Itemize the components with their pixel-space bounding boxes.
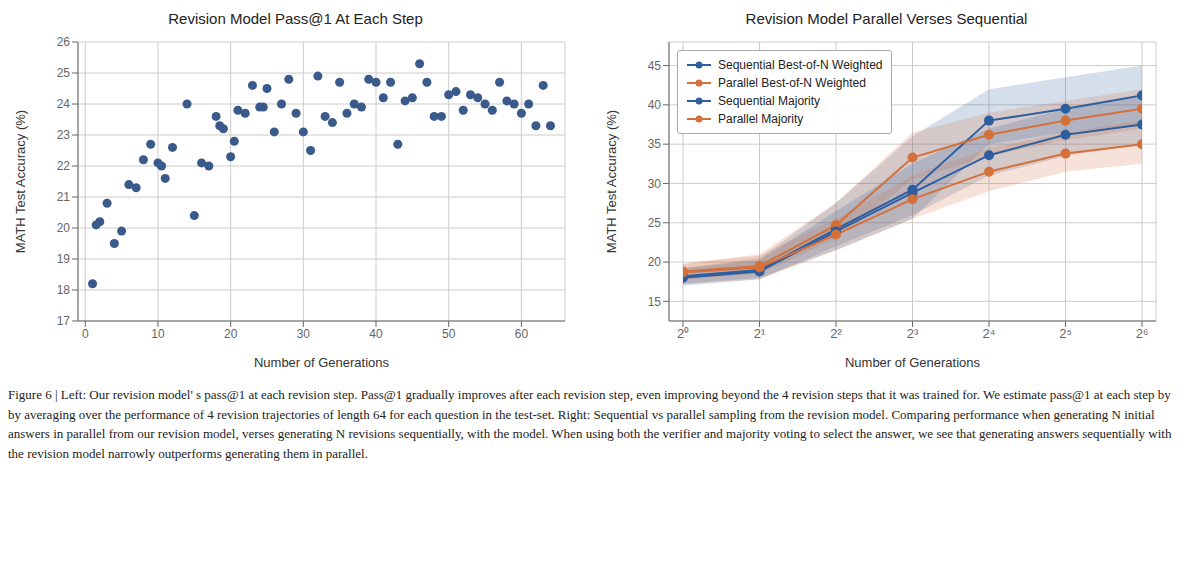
svg-text:20: 20 — [224, 327, 238, 341]
svg-text:20: 20 — [57, 221, 71, 235]
svg-text:0: 0 — [82, 327, 89, 341]
svg-text:17: 17 — [57, 314, 71, 328]
html-text:Parallel Majority: Parallel Majority — [718, 112, 804, 126]
svg-text:25: 25 — [648, 216, 662, 230]
svg-text:Number of Generations: Number of Generations — [845, 355, 981, 370]
svg-text:50: 50 — [442, 327, 456, 341]
svg-text:Number of Generations: Number of Generations — [254, 355, 390, 370]
svg-text:23: 23 — [57, 128, 71, 142]
svg-text:22: 22 — [57, 159, 71, 173]
svg-text:35: 35 — [648, 137, 662, 151]
svg-text:2¹: 2¹ — [754, 326, 766, 341]
svg-text:18: 18 — [57, 283, 71, 297]
svg-text:15: 15 — [648, 295, 662, 309]
svg-text:40: 40 — [648, 98, 662, 112]
svg-text:21: 21 — [57, 190, 71, 204]
html-text:Sequential Majority: Sequential Majority — [718, 94, 821, 108]
svg-text:30: 30 — [297, 327, 311, 341]
svg-text:10: 10 — [151, 327, 165, 341]
svg-text:2⁶: 2⁶ — [1136, 326, 1149, 341]
svg-text:2⁴: 2⁴ — [983, 326, 996, 341]
svg-text:60: 60 — [515, 327, 529, 341]
html-text:Revision Model Pass@1 At Each: Revision Model Pass@1 At Each Step — [168, 10, 423, 27]
svg-text:45: 45 — [648, 59, 662, 73]
svg-text:26: 26 — [57, 35, 71, 49]
svg-text:2⁰: 2⁰ — [677, 326, 689, 341]
svg-text:2³: 2³ — [907, 326, 919, 341]
svg-text:25: 25 — [57, 66, 71, 80]
svg-text:2²: 2² — [830, 326, 842, 341]
svg-text:MATH Test Accuracy (%): MATH Test Accuracy (%) — [604, 110, 619, 253]
svg-text:2⁵: 2⁵ — [1059, 326, 1072, 341]
svg-text:19: 19 — [57, 252, 71, 266]
svg-text:24: 24 — [57, 97, 71, 111]
svg-text:30: 30 — [648, 177, 662, 191]
html-text:Parallel Best-of-N Weighted: Parallel Best-of-N Weighted — [718, 76, 866, 90]
html-text:Revision Model Parallel Verses: Revision Model Parallel Verses Sequentia… — [745, 10, 1028, 27]
html-text:Figure 6 | Left: Our revision: Figure 6 | Left: Our revision model' s p… — [8, 387, 1172, 461]
svg-text:40: 40 — [369, 327, 383, 341]
svg-text:MATH Test Accuracy (%): MATH Test Accuracy (%) — [13, 110, 28, 253]
svg-text:20: 20 — [648, 255, 662, 269]
html-text:Sequential Best-of-N Weighted: Sequential Best-of-N Weighted — [718, 58, 883, 72]
